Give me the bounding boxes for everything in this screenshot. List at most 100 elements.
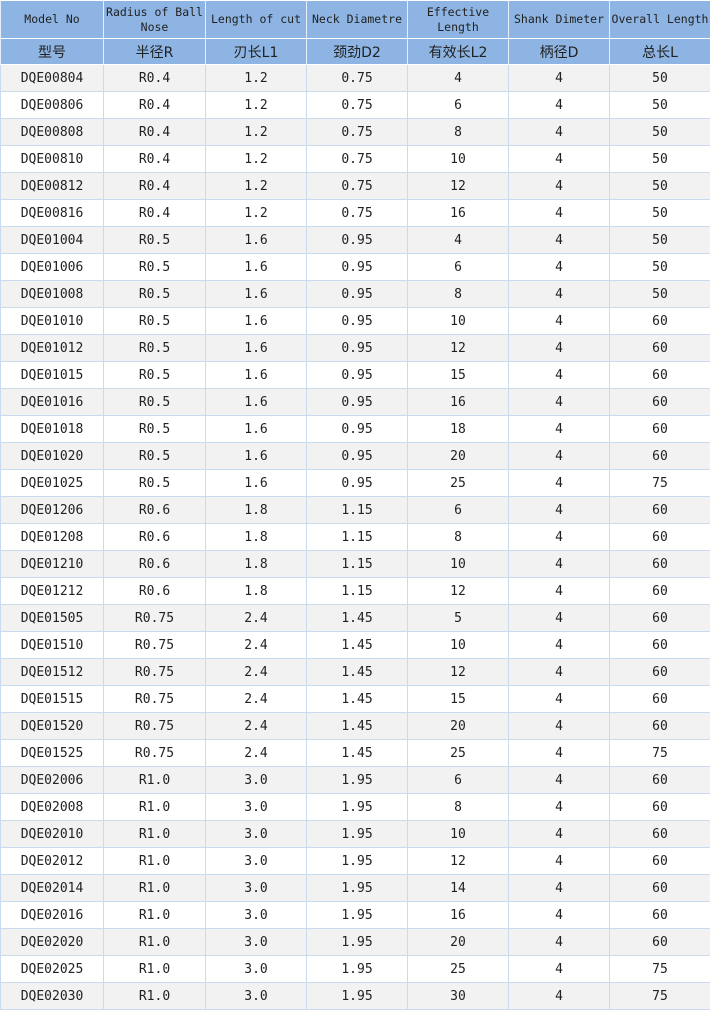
- cell-model-no: DQE02030: [0, 982, 104, 1010]
- cell-shank-diameter: 4: [508, 388, 610, 416]
- cell-shank-diameter: 4: [508, 577, 610, 605]
- cell-overall-length: 60: [609, 388, 710, 416]
- table-row: DQE02016 R1.0 3.0 1.95 16 4 60: [0, 901, 710, 929]
- header-cn-length-of-cut: 刃长L1: [205, 38, 307, 65]
- cell-overall-length: 60: [609, 577, 710, 605]
- cell-shank-diameter: 4: [508, 712, 610, 740]
- cell-model-no: DQE01525: [0, 739, 104, 767]
- cell-effective-length: 16: [407, 388, 509, 416]
- header-cn-model: 型号: [0, 38, 104, 65]
- cell-effective-length: 25: [407, 469, 509, 497]
- cell-overall-length: 60: [609, 712, 710, 740]
- cell-length-of-cut: 3.0: [205, 928, 307, 956]
- cell-shank-diameter: 4: [508, 874, 610, 902]
- cell-length-of-cut: 2.4: [205, 631, 307, 659]
- cell-neck-diametre: 1.95: [306, 847, 408, 875]
- cell-length-of-cut: 3.0: [205, 874, 307, 902]
- cell-overall-length: 60: [609, 766, 710, 794]
- cell-length-of-cut: 1.8: [205, 496, 307, 524]
- cell-length-of-cut: 1.6: [205, 361, 307, 389]
- cell-model-no: DQE02010: [0, 820, 104, 848]
- cell-radius: R1.0: [103, 928, 206, 956]
- cell-radius: R0.5: [103, 253, 206, 281]
- table-row: DQE00808 R0.4 1.2 0.75 8 4 50: [0, 118, 710, 146]
- cell-effective-length: 15: [407, 361, 509, 389]
- cell-neck-diametre: 1.95: [306, 982, 408, 1010]
- cell-effective-length: 20: [407, 442, 509, 470]
- cell-radius: R0.4: [103, 199, 206, 227]
- table-row: DQE02006 R1.0 3.0 1.95 6 4 60: [0, 766, 710, 794]
- header-radius: Radius of Ball Nose: [103, 0, 206, 39]
- cell-model-no: DQE01212: [0, 577, 104, 605]
- cell-radius: R0.75: [103, 604, 206, 632]
- cell-shank-diameter: 4: [508, 469, 610, 497]
- header-cn-radius: 半径R: [103, 38, 206, 65]
- cell-model-no: DQE02020: [0, 928, 104, 956]
- cell-radius: R0.75: [103, 712, 206, 740]
- cell-length-of-cut: 3.0: [205, 766, 307, 794]
- cell-neck-diametre: 0.95: [306, 226, 408, 254]
- cell-neck-diametre: 1.95: [306, 901, 408, 929]
- cell-shank-diameter: 4: [508, 766, 610, 794]
- cell-overall-length: 60: [609, 442, 710, 470]
- cell-shank-diameter: 4: [508, 172, 610, 200]
- cell-model-no: DQE02012: [0, 847, 104, 875]
- cell-length-of-cut: 1.6: [205, 469, 307, 497]
- cell-model-no: DQE01010: [0, 307, 104, 335]
- cell-model-no: DQE00810: [0, 145, 104, 173]
- cell-neck-diametre: 0.95: [306, 388, 408, 416]
- cell-shank-diameter: 4: [508, 496, 610, 524]
- table-row: DQE02012 R1.0 3.0 1.95 12 4 60: [0, 847, 710, 875]
- cell-effective-length: 5: [407, 604, 509, 632]
- cell-length-of-cut: 1.6: [205, 388, 307, 416]
- cell-neck-diametre: 0.95: [306, 280, 408, 308]
- cell-shank-diameter: 4: [508, 253, 610, 281]
- cell-shank-diameter: 4: [508, 604, 610, 632]
- cell-length-of-cut: 1.6: [205, 280, 307, 308]
- cell-radius: R0.6: [103, 523, 206, 551]
- cell-model-no: DQE01025: [0, 469, 104, 497]
- cell-radius: R0.75: [103, 739, 206, 767]
- cell-effective-length: 16: [407, 199, 509, 227]
- table-row: DQE00812 R0.4 1.2 0.75 12 4 50: [0, 172, 710, 200]
- cell-neck-diametre: 0.95: [306, 334, 408, 362]
- cell-neck-diametre: 0.95: [306, 361, 408, 389]
- cell-neck-diametre: 1.45: [306, 739, 408, 767]
- cell-length-of-cut: 3.0: [205, 982, 307, 1010]
- cell-overall-length: 60: [609, 658, 710, 686]
- cell-shank-diameter: 4: [508, 91, 610, 119]
- cell-length-of-cut: 1.6: [205, 226, 307, 254]
- cell-radius: R1.0: [103, 982, 206, 1010]
- cell-model-no: DQE00816: [0, 199, 104, 227]
- cell-neck-diametre: 0.75: [306, 64, 408, 92]
- cell-shank-diameter: 4: [508, 847, 610, 875]
- table-row: DQE01512 R0.75 2.4 1.45 12 4 60: [0, 658, 710, 686]
- cell-shank-diameter: 4: [508, 955, 610, 983]
- cell-overall-length: 75: [609, 469, 710, 497]
- cell-model-no: DQE00812: [0, 172, 104, 200]
- cell-effective-length: 10: [407, 631, 509, 659]
- cell-radius: R1.0: [103, 874, 206, 902]
- cell-neck-diametre: 0.95: [306, 253, 408, 281]
- cell-radius: R0.5: [103, 388, 206, 416]
- cell-shank-diameter: 4: [508, 145, 610, 173]
- cell-length-of-cut: 1.6: [205, 442, 307, 470]
- cell-length-of-cut: 2.4: [205, 604, 307, 632]
- cell-neck-diametre: 1.15: [306, 523, 408, 551]
- cell-overall-length: 50: [609, 172, 710, 200]
- header-model-no: Model No: [0, 0, 104, 39]
- cell-radius: R0.5: [103, 307, 206, 335]
- cell-overall-length: 60: [609, 820, 710, 848]
- cell-radius: R0.75: [103, 658, 206, 686]
- cell-effective-length: 12: [407, 334, 509, 362]
- cell-model-no: DQE02016: [0, 901, 104, 929]
- cell-overall-length: 60: [609, 685, 710, 713]
- cell-effective-length: 10: [407, 820, 509, 848]
- cell-effective-length: 6: [407, 91, 509, 119]
- table-row: DQE01212 R0.6 1.8 1.15 12 4 60: [0, 577, 710, 605]
- cell-effective-length: 12: [407, 577, 509, 605]
- cell-overall-length: 50: [609, 253, 710, 281]
- cell-overall-length: 50: [609, 226, 710, 254]
- cell-shank-diameter: 4: [508, 334, 610, 362]
- cell-neck-diametre: 0.75: [306, 199, 408, 227]
